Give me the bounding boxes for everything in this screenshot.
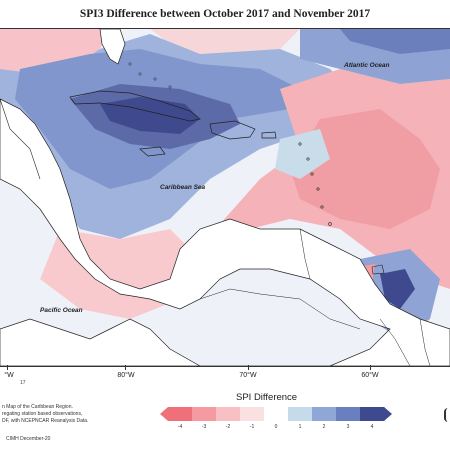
label-caribbean-sea: Caribbean Sea <box>160 184 206 191</box>
x-tick-mark <box>370 365 371 370</box>
label-atlantic-ocean: Atlantic Ocean <box>344 62 390 69</box>
credit-line-3: DF, with NCEPNCAR Reanalysis Data. <box>2 418 89 424</box>
credit-line-1: n Map of the Caribbean Region. <box>2 404 73 410</box>
legend-tick-label: 1 <box>298 424 302 430</box>
x-tick-label: °W <box>4 372 14 379</box>
x-tick-label: 70°W <box>239 372 257 379</box>
x-tick-mark <box>125 365 126 370</box>
legend-tick-label: 0 <box>274 424 278 430</box>
legend-tick-label: -1 <box>249 424 255 430</box>
legend-tick-label: 2 <box>322 424 326 430</box>
legend-swatch <box>312 407 337 421</box>
legend-tick-label: -3 <box>201 424 207 430</box>
x-tick-mark <box>248 365 249 370</box>
legend-swatch <box>240 407 265 421</box>
legend-swatch <box>192 407 217 421</box>
footer-credit: CIMH December-20 <box>6 436 51 442</box>
legend-swatch <box>288 407 313 421</box>
legend-swatch <box>360 407 385 421</box>
legend-tick-label: -2 <box>225 424 231 430</box>
legend-tick-label: -4 <box>177 424 183 430</box>
legend-tick-label: 3 <box>346 424 350 430</box>
legend-swatch <box>264 407 289 421</box>
label-pacific-ocean: Pacific Ocean <box>40 307 83 314</box>
legend-arrow-right <box>384 407 392 421</box>
legend-title: SPI Difference <box>236 392 298 403</box>
legend-tick-label: 4 <box>370 424 374 430</box>
credit-line-2: regating station based observations, <box>2 411 83 417</box>
legend-arrow-left <box>160 407 168 421</box>
x-tick-label: 80°W <box>117 372 135 379</box>
x-tick-mark <box>7 365 8 370</box>
legend-swatch <box>336 407 361 421</box>
x-tick-label: 60°W <box>361 372 379 379</box>
spi-difference-map <box>0 29 450 366</box>
legend-swatch <box>216 407 241 421</box>
logo-icon <box>444 408 450 422</box>
color-legend-bar <box>160 407 392 421</box>
legend-swatch <box>168 407 193 421</box>
small-number: 17 <box>20 380 26 386</box>
map-area <box>0 28 450 367</box>
map-title: SPI3 Difference between October 2017 and… <box>79 8 371 20</box>
